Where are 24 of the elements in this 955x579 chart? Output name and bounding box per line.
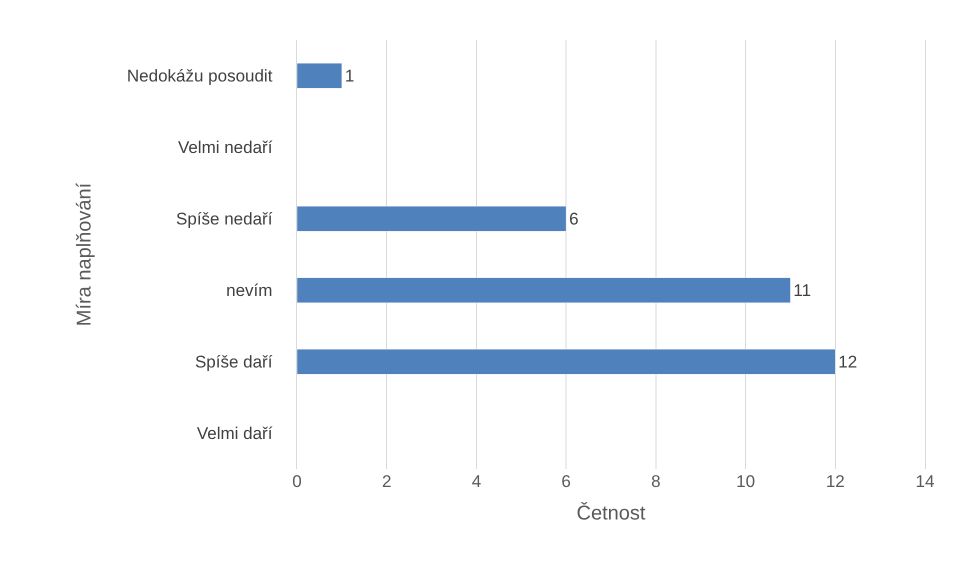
data-label: 12 bbox=[838, 352, 858, 372]
x-tick-label: 14 bbox=[916, 472, 934, 491]
x-tick-label: 12 bbox=[826, 472, 845, 491]
data-label: 1 bbox=[344, 66, 354, 86]
x-tick-label: 4 bbox=[472, 472, 482, 491]
y-tick-label: Spíše daří bbox=[194, 352, 273, 372]
x-tick-label: 0 bbox=[292, 472, 302, 491]
y-tick-label: Velmi nedaří bbox=[178, 138, 273, 158]
x-tick-label: 6 bbox=[561, 472, 571, 491]
y-tick-label: nevím bbox=[226, 281, 272, 300]
bar bbox=[297, 277, 791, 304]
data-label: 6 bbox=[569, 209, 579, 228]
data-label: 11 bbox=[793, 280, 812, 300]
bar bbox=[297, 62, 342, 89]
x-axis-title: Četnost bbox=[576, 502, 646, 524]
y-tick-label: Velmi daří bbox=[196, 424, 273, 444]
x-tick-label: 10 bbox=[736, 472, 756, 491]
y-tick-label: Nedokážu posoudit bbox=[126, 66, 273, 86]
y-axis-title: Míra naplňování bbox=[73, 182, 96, 326]
x-tick-label: 8 bbox=[651, 472, 661, 491]
bar bbox=[297, 206, 566, 232]
bar bbox=[297, 348, 836, 375]
x-tick-label: 2 bbox=[382, 472, 392, 491]
y-tick-label: Spíše nedaří bbox=[176, 210, 273, 229]
